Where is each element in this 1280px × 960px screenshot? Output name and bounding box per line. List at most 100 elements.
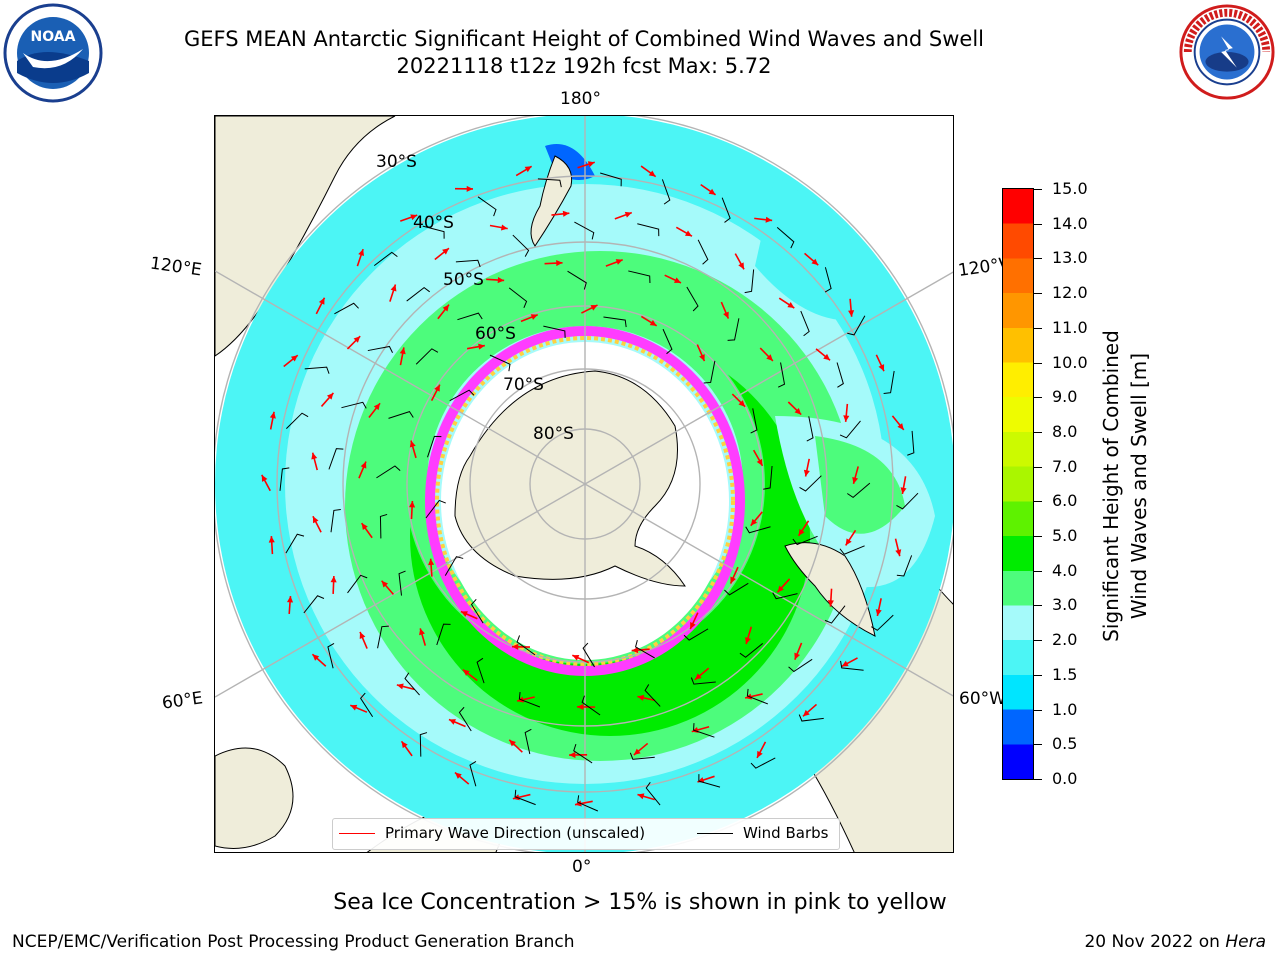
wave-direction-arrowhead	[318, 297, 325, 305]
wave-direction-arrowhead	[509, 739, 516, 747]
footer-host: Hera	[1225, 932, 1266, 952]
wind-barb	[427, 435, 442, 458]
wind-barb	[286, 412, 309, 429]
footer-credit: NCEP/EMC/Verification Post Processing Pr…	[12, 932, 575, 952]
wave-direction-arrowhead	[694, 673, 702, 680]
wave-direction-arrowhead	[359, 631, 366, 639]
wave-direction-arrowhead	[649, 319, 657, 326]
wave-direction-arrowhead	[442, 304, 449, 312]
wave-direction-arrowhead	[466, 185, 473, 192]
wind-barb	[744, 269, 755, 294]
wave-direction-arrowhead	[361, 523, 368, 531]
graticule	[215, 116, 953, 852]
colorbar-tick	[1034, 431, 1042, 433]
wave-direction-arrowhead	[500, 224, 508, 231]
red-line-icon	[339, 833, 375, 834]
wind-barb	[379, 513, 388, 539]
svg-text:NOAA: NOAA	[31, 29, 76, 45]
wave-direction-arrowhead	[312, 654, 320, 661]
wave-direction-arrowhead	[690, 622, 696, 630]
colorbar-tick-label: 7.0	[1052, 456, 1078, 476]
wave-direction-arrowhead	[794, 408, 802, 415]
colorbar-label-line2: Wind Waves and Swell [m]	[1127, 352, 1151, 620]
wind-barb	[458, 706, 472, 732]
colorbar-tick	[1034, 293, 1042, 295]
wave-direction-arrowhead	[750, 518, 758, 526]
wave-direction-arrowhead	[409, 440, 416, 448]
wind-barb	[512, 234, 530, 257]
wind-barb	[697, 239, 709, 265]
wind-barb	[449, 389, 475, 402]
wave-direction-arrowhead	[624, 211, 632, 218]
map-canvas	[215, 116, 953, 852]
lon-label-120e: 120°E	[148, 253, 203, 281]
wave-direction-arrowhead	[631, 647, 639, 654]
wind-barb	[800, 310, 810, 337]
wind-barb	[444, 556, 464, 576]
wave-direction-arrowhead	[765, 216, 773, 223]
wind-barb	[839, 420, 861, 439]
wind-barb	[645, 782, 661, 806]
black-line-icon	[697, 833, 733, 834]
wave-direction-arrowhead	[268, 536, 275, 543]
wind-barb	[373, 251, 398, 267]
wave-direction-arrowhead	[454, 772, 462, 779]
wave-direction-arrowhead	[373, 403, 381, 411]
wave-direction-arrowhead	[360, 461, 367, 469]
wave-direction-arrowhead	[738, 262, 744, 270]
wave-direction-arrowhead	[787, 302, 795, 309]
map-subtitle: 20221118 t12z 192h fcst Max: 5.72	[396, 54, 772, 78]
wave-direction-arrowhead	[350, 704, 358, 711]
wave-direction-arrowhead	[269, 411, 276, 419]
footer-date-text: 20 Nov 2022 on	[1084, 932, 1226, 952]
wave-direction-arrowhead	[462, 669, 470, 676]
wind-barb	[839, 545, 865, 555]
wind-barb	[883, 370, 895, 394]
wave-direction-arrowhead	[358, 249, 365, 257]
wave-direction-arrowhead	[673, 277, 681, 283]
wind-barb	[489, 354, 511, 372]
colorbar-tick	[1034, 397, 1042, 399]
colorbar-tick	[1034, 744, 1042, 746]
wind-barb	[840, 660, 864, 671]
map-title: GEFS MEAN Antarctic Significant Height o…	[183, 27, 985, 51]
wind-barb	[644, 684, 661, 707]
wave-direction-arrowhead	[381, 580, 389, 588]
colorbar-tick-label: 9.0	[1052, 387, 1078, 407]
wave-direction-arrowhead	[633, 748, 641, 755]
colorbar-tick	[1034, 570, 1042, 572]
wave-direction-arrowhead	[419, 628, 425, 636]
wave-direction-arrowhead	[841, 660, 849, 667]
wind-barb	[404, 672, 420, 696]
national-weather-service-logo	[1179, 4, 1275, 100]
wind-barb	[518, 692, 541, 708]
wind-barb	[703, 360, 716, 384]
wind-barb	[327, 643, 335, 669]
wind-barb	[508, 287, 528, 309]
wave-direction-arrowhead	[723, 311, 729, 319]
wind-barb	[359, 692, 374, 718]
wind-barb	[567, 270, 587, 290]
wind-barb	[543, 325, 566, 338]
wind-barb	[470, 598, 484, 624]
wind-barb	[661, 179, 671, 205]
wave-direction-arrowhead	[587, 161, 595, 168]
wind-barb	[514, 789, 536, 806]
wave-direction-arrowhead	[353, 336, 361, 343]
wind-barb	[304, 366, 330, 374]
colorbar-tick-label: 12.0	[1052, 283, 1088, 303]
wind-barb	[334, 302, 359, 315]
wind-barb	[772, 592, 798, 600]
wind-barb	[347, 574, 368, 594]
colorbar-tick	[1034, 258, 1042, 260]
south-america-tip	[784, 542, 876, 637]
lat-label-80s: 80°S	[533, 424, 574, 444]
wind-barb	[600, 172, 622, 187]
wave-direction-arrowhead	[524, 166, 532, 173]
wave-direction-arrowhead	[777, 585, 784, 593]
colorbar-tick-label: 13.0	[1052, 248, 1088, 268]
sea-ice-note: Sea Ice Concentration > 15% is shown in …	[333, 890, 947, 915]
colorbar-tick	[1034, 223, 1042, 225]
wind-barb	[377, 625, 389, 649]
wave-direction-arrowhead	[530, 314, 538, 320]
